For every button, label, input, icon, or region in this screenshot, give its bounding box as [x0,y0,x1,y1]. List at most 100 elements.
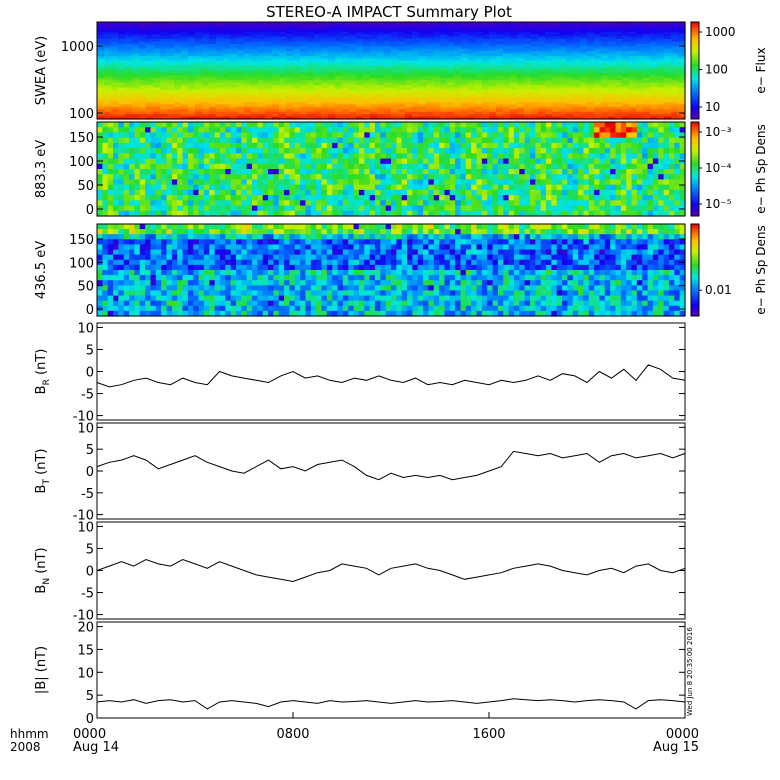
heatmap-cell [524,127,531,134]
heatmap-cell [284,153,291,160]
heatmap-cell [657,60,665,64]
heatmap-cell [475,68,483,72]
heatmap-cell [465,174,472,181]
heatmap-cell [235,189,242,196]
heatmap-cell [107,127,114,134]
heatmap-cell [615,102,623,106]
heatmap-cell [396,142,403,149]
heatmap-cell [433,148,440,154]
heatmap-cell [629,104,637,108]
heatmap-cell [573,36,581,40]
heatmap-cell [482,104,490,108]
heatmap-cell [578,148,585,154]
heatmap-cell [289,163,296,170]
heatmap-cell [348,132,355,139]
heatmap-cell [643,38,651,42]
heatmap-cell [370,65,378,69]
heatmap-cell [209,163,216,170]
heatmap-cell [97,72,105,76]
heatmap-cell [307,63,315,67]
heatmap-cell [125,97,133,101]
heatmap-cell [230,153,237,160]
heatmap-cell [328,53,336,57]
heatmap-cell [384,75,392,79]
heatmap-cell [342,65,350,69]
heatmap-cell [538,109,546,113]
heatmap-cell [187,137,194,144]
heatmap-cell [272,29,280,33]
heatmap-cell [216,38,224,42]
heatmap-cell [538,92,546,96]
heatmap-cell [610,184,617,191]
heatmap-cell [615,26,623,30]
heatmap-cell [428,132,435,139]
heatmap-cell [328,68,336,72]
heatmap-cell [587,70,595,74]
heatmap-cell [615,109,623,113]
heatmap-cell [216,48,224,52]
heatmap-cell [294,132,301,139]
heatmap-cell [604,174,611,181]
heatmap-cell [216,43,224,47]
colorbar-bar [690,21,700,120]
heatmap-cell [610,122,617,128]
heatmap-cell [419,26,427,30]
heatmap-cell [321,142,328,149]
heatmap-cell [610,169,617,175]
heatmap-cell [342,55,350,59]
heatmap-cell [529,189,536,196]
heatmap-cell [503,114,511,118]
heatmap-cell [513,122,520,128]
heatmap-cell [258,43,266,47]
heatmap-cell [358,142,365,149]
heatmap-cell [503,169,510,175]
heatmap-cell [629,24,637,28]
heatmap-cell [674,127,681,134]
heatmap-cell [286,82,294,86]
heatmap-cell [412,63,420,67]
heatmap-cell [377,38,385,42]
heatmap-cell [524,114,532,118]
heatmap-cell [674,132,681,139]
heatmap-cell [385,127,392,134]
heatmap-cell [258,77,266,81]
heatmap-cell [489,102,497,106]
heatmap-cell [615,24,623,28]
heatmap-cell [508,158,515,165]
heatmap-cell [348,127,355,134]
heatmap-cell [643,109,651,113]
heatmap-cell [145,137,152,144]
heatmap-cell [118,41,126,45]
heatmap-cell [286,38,294,42]
heatmap-cell [161,127,168,134]
heatmap-cell [559,58,567,62]
heatmap-cell [524,106,532,110]
heatmap-cell [663,174,670,181]
heatmap-cell [608,38,616,42]
heatmap-cell [129,179,136,186]
heatmap-cell [356,53,364,57]
heatmap-cell [538,24,546,28]
heatmap-cell [552,36,560,40]
heatmap-cell [258,51,266,55]
heatmap-cell [615,82,623,86]
heatmap-cell [342,51,350,55]
heatmap-cell [610,163,617,170]
heatmap-cell [601,26,609,30]
heatmap-cell [622,77,630,81]
heatmap-cell [230,89,238,93]
heatmap-cell [475,41,483,45]
heatmap-cell [384,46,392,50]
heatmap-cell [305,127,312,134]
heatmap-cell [629,97,637,101]
heatmap-cell [405,102,413,106]
heatmap-cell [123,195,130,201]
heatmap-cell [286,31,294,35]
heatmap-cell [620,122,627,128]
heatmap-cell [412,114,420,118]
heatmap-cell [307,87,315,91]
heatmap-cell [214,137,221,144]
heatmap-cell [405,114,413,118]
heatmap-cell [650,82,658,86]
heatmap-cell [556,158,563,165]
